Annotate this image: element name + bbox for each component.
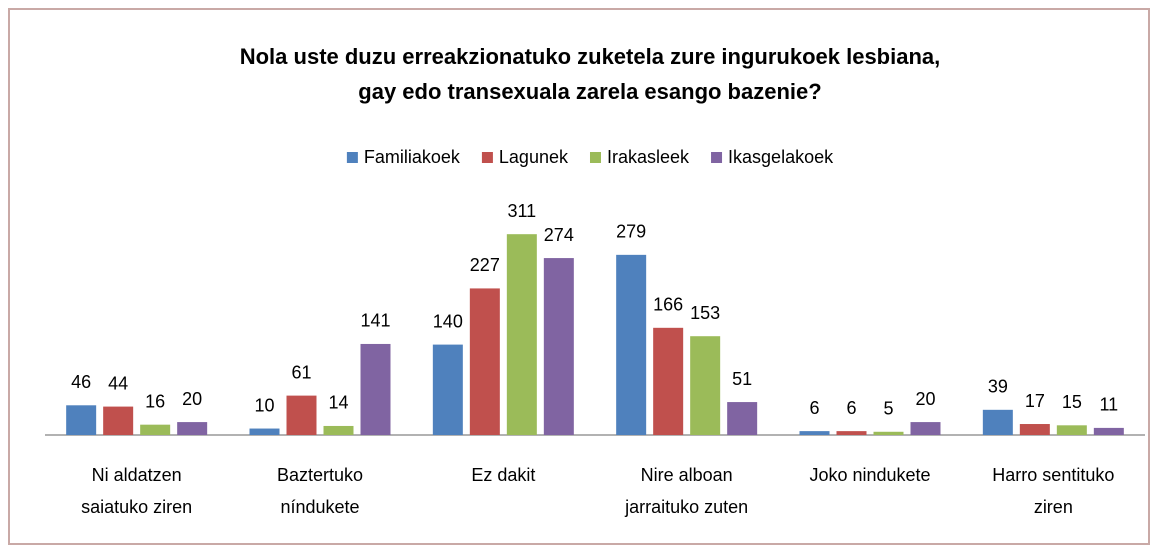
bar — [506, 234, 537, 435]
bar — [177, 422, 208, 435]
legend-swatch — [481, 152, 493, 163]
value-label: 311 — [507, 201, 536, 221]
value-label: 141 — [360, 311, 390, 331]
bar — [543, 258, 574, 435]
value-label: 61 — [291, 362, 311, 382]
value-label: 39 — [988, 377, 1008, 397]
value-label: 20 — [915, 389, 935, 409]
value-label: 17 — [1025, 391, 1045, 411]
value-label: 6 — [846, 398, 856, 418]
bar — [249, 428, 280, 435]
value-label: 6 — [809, 398, 819, 418]
bar — [727, 402, 758, 435]
bar — [1019, 424, 1050, 435]
legend-label: Lagunek — [499, 147, 569, 167]
bar — [1056, 425, 1087, 435]
bar — [910, 422, 941, 435]
bar — [323, 425, 354, 435]
x-tick-label: jarraituko zuten — [624, 497, 748, 517]
x-tick-label: Baztertuko — [277, 465, 363, 485]
value-label: 10 — [254, 395, 274, 415]
value-label: 14 — [328, 393, 348, 413]
value-label: 274 — [544, 225, 574, 245]
value-label: 140 — [433, 311, 463, 331]
x-tick-label: ziren — [1034, 497, 1073, 517]
chart-title: Nola uste duzu erreakzionatuko zuketela … — [240, 44, 941, 69]
x-tick-label: Nire alboan — [641, 465, 733, 485]
legend-label: Ikasgelakoek — [728, 147, 834, 167]
bar — [982, 409, 1013, 435]
value-label: 46 — [71, 372, 91, 392]
bar — [616, 254, 647, 435]
bar — [66, 405, 97, 435]
value-label: 15 — [1062, 392, 1082, 412]
bar — [432, 344, 463, 435]
value-label: 227 — [470, 255, 500, 275]
value-label: 5 — [883, 399, 893, 419]
chart-title: gay edo transexuala zarela esango bazeni… — [358, 79, 821, 104]
legend-label: Irakasleek — [607, 147, 690, 167]
bar — [836, 431, 867, 435]
bar — [469, 288, 500, 435]
x-tick-label: níndukete — [280, 497, 359, 517]
legend-swatch — [346, 152, 358, 163]
value-label: 20 — [182, 389, 202, 409]
value-label: 153 — [690, 303, 720, 323]
bar — [799, 431, 830, 435]
legend-label: Familiakoek — [364, 147, 461, 167]
legend-swatch — [711, 152, 723, 163]
value-label: 44 — [108, 373, 128, 393]
x-tick-label: Harro sentituko — [992, 465, 1114, 485]
value-label: 11 — [1099, 395, 1118, 415]
bar — [140, 424, 171, 435]
x-tick-label: Joko nindukete — [809, 465, 930, 485]
bar — [653, 327, 684, 435]
value-label: 279 — [616, 222, 646, 242]
value-label: 51 — [732, 369, 752, 389]
bar — [103, 406, 134, 435]
bar — [1093, 427, 1124, 435]
chart-frame — [8, 8, 1150, 545]
bar — [690, 336, 721, 435]
value-label: 16 — [145, 391, 165, 411]
bar — [360, 343, 391, 435]
x-tick-label: Ni aldatzen — [92, 465, 182, 485]
value-label: 166 — [653, 295, 683, 315]
bar — [286, 395, 317, 435]
x-tick-label: saiatuko ziren — [81, 497, 192, 517]
bar — [873, 431, 904, 435]
legend-swatch — [589, 152, 601, 163]
x-tick-label: Ez dakit — [471, 465, 535, 485]
